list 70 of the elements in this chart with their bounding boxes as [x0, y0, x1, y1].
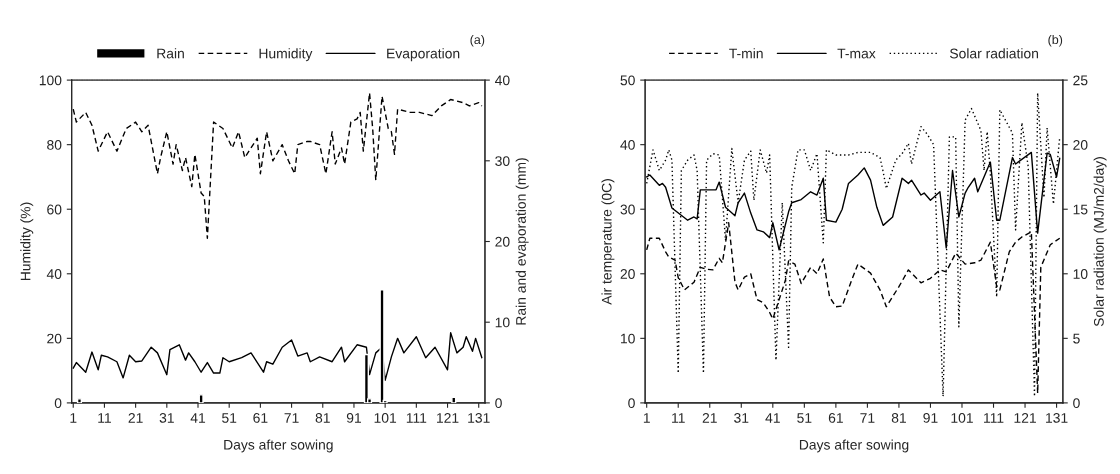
- x-tick-label: 91: [346, 412, 362, 423]
- y2-tick-label: 20: [495, 236, 510, 247]
- y-tick-label: 40: [620, 140, 635, 150]
- y-tick-label: 0: [54, 398, 62, 409]
- x-tick-label: 121: [437, 412, 459, 423]
- x-tick-label: 1: [70, 413, 77, 423]
- x-tick-label: 71: [284, 413, 299, 423]
- y-tick-label: 60: [47, 204, 62, 215]
- legend-label: Solar radiation: [949, 48, 1038, 59]
- legend-label: T-max: [837, 48, 876, 59]
- y2-tick-label: 15: [1073, 204, 1088, 215]
- y-tick-label: 50: [620, 75, 635, 86]
- x-tick-label: 121: [1014, 412, 1036, 423]
- y2-tick-label: 0: [495, 398, 502, 409]
- chart-title: (a): [470, 34, 485, 47]
- bar: [198, 394, 204, 403]
- x-tick-label: 131: [468, 412, 490, 423]
- x-tick-label: 31: [159, 412, 174, 423]
- legend-label: Humidity: [259, 48, 313, 62]
- x-tick-label: 1: [643, 413, 650, 423]
- x-tick-label: 81: [315, 412, 330, 423]
- y2-axis-title: Solar radiation (MJ/m2/day): [1093, 157, 1107, 327]
- y-tick-label: 30: [620, 204, 635, 215]
- bar: [451, 396, 457, 403]
- y-tick-label: 10: [621, 333, 635, 344]
- y2-tick-label: 30: [495, 156, 510, 166]
- bar: [76, 398, 83, 403]
- x-axis-title: Days after sowing: [799, 439, 909, 453]
- y2-tick-label: 10: [495, 317, 510, 328]
- y-tick-label: 20: [620, 269, 635, 279]
- line-series: [646, 92, 1061, 398]
- x-tick-label: 41: [765, 413, 780, 423]
- chart-title: (b): [1048, 34, 1063, 47]
- x-tick-label: 51: [797, 413, 812, 423]
- y-tick-label: 80: [47, 140, 62, 150]
- y-axis-title: Humidity (%): [20, 202, 34, 281]
- line-series: [72, 92, 483, 239]
- x-tick-label: 131: [1046, 412, 1068, 423]
- y-tick-label: 0: [628, 398, 635, 409]
- legend-label: T-min: [729, 48, 763, 59]
- y2-tick-label: 10: [1073, 269, 1088, 279]
- x-tick-label: 21: [702, 412, 717, 423]
- y-axis-title: Air temperature (0C): [601, 179, 615, 305]
- x-tick-label: 41: [190, 413, 206, 423]
- x-tick-label: 101: [374, 412, 397, 423]
- legend-label: Rain: [157, 48, 184, 59]
- y2-tick-label: 40: [495, 75, 510, 86]
- x-tick-label: 11: [672, 413, 685, 423]
- x-tick-label: 91: [923, 412, 938, 423]
- x-tick-label: 61: [253, 412, 268, 423]
- x-tick-label: 111: [406, 413, 427, 423]
- x-tick-label: 21: [128, 412, 143, 423]
- x-axis-title: Days after sowing: [224, 439, 333, 453]
- y-tick-label: 20: [47, 333, 62, 344]
- legend-label: Evaporation: [387, 48, 460, 62]
- y2-tick-label: 25: [1073, 75, 1088, 86]
- x-tick-label: 61: [828, 412, 843, 423]
- x-tick-label: 51: [222, 413, 237, 423]
- x-tick-label: 111: [984, 413, 1004, 423]
- y2-tick-label: 5: [1073, 333, 1080, 344]
- y2-axis-title: Rain and evaporation (mm): [515, 158, 529, 325]
- y2-tick-label: 20: [1073, 140, 1088, 150]
- x-tick-label: 101: [951, 412, 973, 423]
- x-tick-label: 81: [891, 412, 906, 423]
- y-tick-label: 100: [39, 75, 62, 86]
- y2-tick-label: 0: [1073, 398, 1080, 409]
- x-tick-label: 31: [734, 412, 749, 423]
- x-tick-label: 11: [98, 413, 111, 423]
- x-tick-label: 71: [860, 413, 875, 423]
- y-tick-label: 40: [46, 269, 62, 279]
